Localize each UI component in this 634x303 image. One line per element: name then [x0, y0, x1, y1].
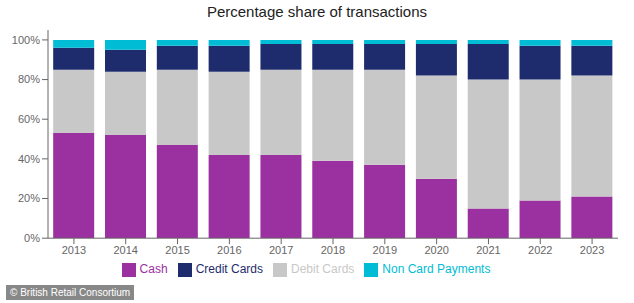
svg-text:2018: 2018 — [321, 244, 345, 256]
html-text:Debit Cards: Debit Cards — [291, 262, 355, 277]
svg-text:80%: 80% — [18, 73, 40, 85]
html-text:Percentage share of transactio: Percentage share of transactions — [206, 3, 428, 20]
svg-text:0%: 0% — [24, 232, 40, 244]
svg-text:2015: 2015 — [165, 244, 189, 256]
svg-text:2017: 2017 — [269, 244, 293, 256]
svg-text:2020: 2020 — [424, 244, 448, 256]
html-text:Credit Cards: Credit Cards — [195, 262, 263, 277]
html-text:© British Retail Consortium: © British Retail Consortium — [10, 286, 131, 298]
svg-text:40%: 40% — [18, 153, 40, 165]
svg-text:2019: 2019 — [373, 244, 397, 256]
svg-text:20%: 20% — [18, 192, 40, 204]
svg-text:2013: 2013 — [62, 244, 86, 256]
svg-text:60%: 60% — [18, 113, 40, 125]
svg-text:2014: 2014 — [113, 244, 137, 256]
svg-text:2023: 2023 — [580, 244, 604, 256]
svg-text:2016: 2016 — [217, 244, 241, 256]
svg-text:100%: 100% — [12, 34, 40, 46]
html-text:Non Card Payments: Non Card Payments — [382, 262, 491, 277]
html-text:Cash: Cash — [139, 262, 168, 277]
svg-text:2022: 2022 — [528, 244, 552, 256]
svg-text:2021: 2021 — [476, 244, 500, 256]
